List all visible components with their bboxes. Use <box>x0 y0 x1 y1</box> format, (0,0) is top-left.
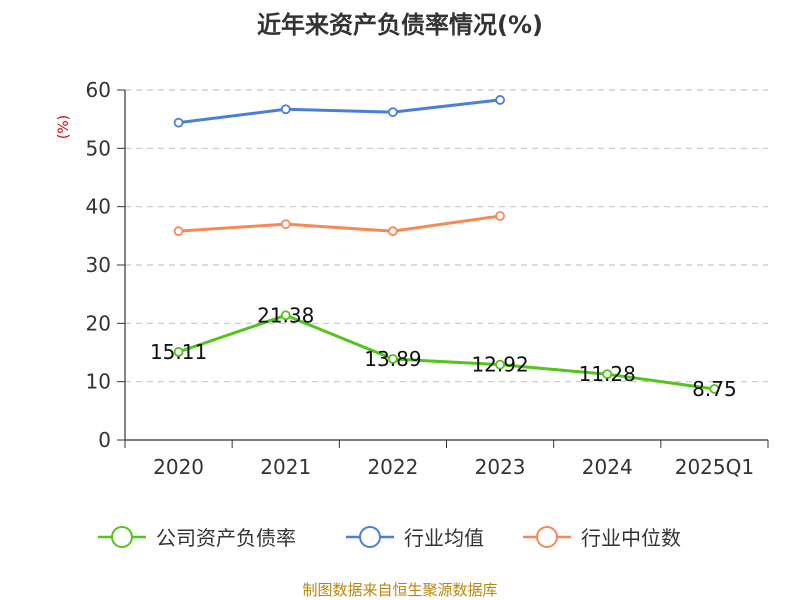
y-tick-label: 20 <box>86 311 111 335</box>
data-point <box>173 226 184 237</box>
y-tick-label: 0 <box>98 428 111 452</box>
data-label: 21.38 <box>257 303 314 327</box>
axes <box>117 89 769 448</box>
y-tick-label: 10 <box>86 370 111 394</box>
data-point <box>280 104 291 115</box>
data-point <box>495 211 505 221</box>
data-point <box>602 369 613 380</box>
x-tick-label: 2025Q1 <box>675 455 754 479</box>
legend-label: 行业中位数 <box>581 526 681 550</box>
x-tick-label: 2022 <box>367 455 418 479</box>
data-label: 8.75 <box>692 377 737 401</box>
y-tick-labels: 0 10 20 30 40 50 60 <box>86 78 111 452</box>
legend: 公司资产负债率 行业均值 行业中位数 <box>98 526 681 550</box>
legend-label: 行业均值 <box>404 526 484 550</box>
data-label: 11.28 <box>579 362 636 386</box>
y-tick-label: 30 <box>86 253 111 277</box>
y-tick-label: 60 <box>86 78 111 102</box>
legend-marker <box>536 526 558 548</box>
series-line <box>178 313 715 391</box>
x-tick-label: 2024 <box>582 455 633 479</box>
data-point <box>173 117 184 128</box>
y-tick-label: 40 <box>86 195 111 219</box>
chart-title: 近年来资产负债率情况(%) <box>257 11 543 39</box>
source-note: 制图数据来自恒生聚源数据库 <box>302 581 497 599</box>
gridlines <box>125 89 768 383</box>
series-group <box>173 95 720 394</box>
data-label: 12.92 <box>471 353 528 377</box>
y-tick-label: 50 <box>86 136 111 160</box>
series-line <box>178 98 501 125</box>
data-label: 13.89 <box>364 347 421 371</box>
data-point <box>388 107 398 118</box>
data-point <box>388 354 398 364</box>
legend-marker <box>359 526 381 548</box>
x-tick-label: 2023 <box>475 455 526 479</box>
x-tick-label: 2021 <box>260 455 311 479</box>
data-point <box>173 346 184 357</box>
data-labels: 15.11 21.38 13.89 12.92 11.28 8.75 <box>150 303 737 401</box>
data-point <box>709 384 720 394</box>
x-tick-labels: 2020 2021 2022 2023 2024 2025Q1 <box>153 455 754 479</box>
data-point <box>495 95 505 105</box>
data-point <box>388 226 398 237</box>
x-tick-label: 2020 <box>153 455 204 479</box>
legend-marker <box>111 526 133 548</box>
data-label: 15.11 <box>150 340 207 364</box>
series-line <box>178 214 501 233</box>
y-axis-label: (%) <box>56 115 72 139</box>
data-point <box>280 219 291 230</box>
legend-label: 公司资产负债率 <box>156 526 296 550</box>
data-point <box>280 310 291 321</box>
data-point <box>495 359 505 370</box>
